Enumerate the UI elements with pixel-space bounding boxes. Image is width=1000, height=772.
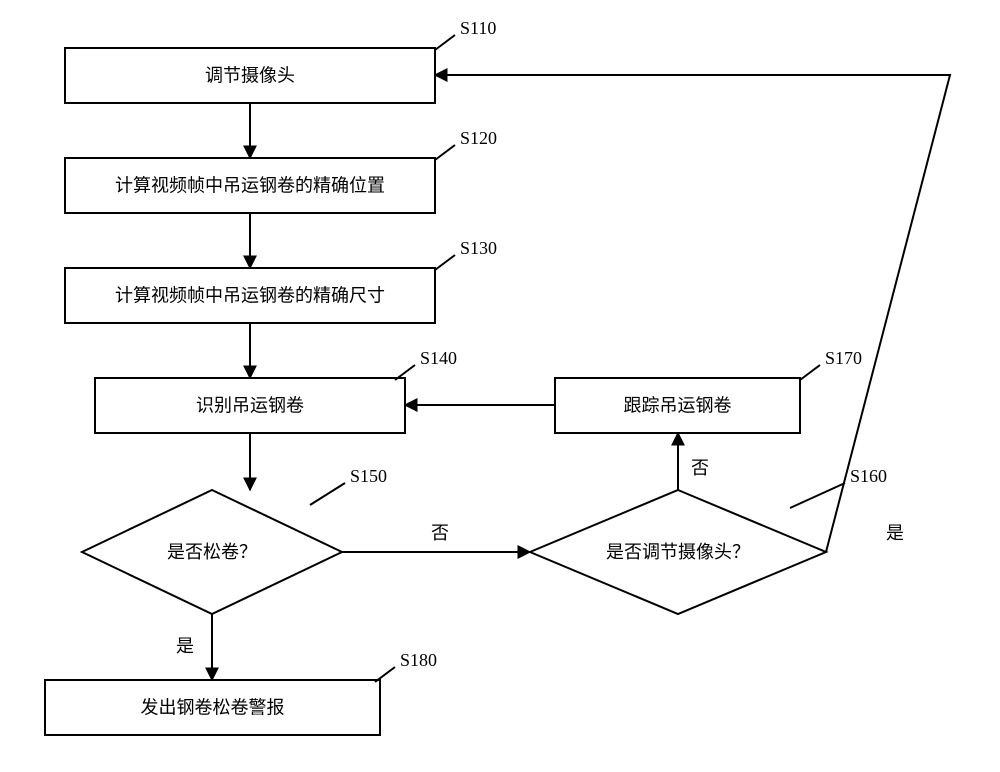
node-S150: 是否松卷？ S150 [82, 466, 387, 614]
svg-text:否: 否 [691, 458, 709, 478]
svg-text:跟踪吊运钢卷: 跟踪吊运钢卷 [624, 396, 732, 416]
svg-text:计算视频帧中吊运钢卷的精确尺寸: 计算视频帧中吊运钢卷的精确尺寸 [115, 286, 385, 306]
svg-text:计算视频帧中吊运钢卷的精确位置: 计算视频帧中吊运钢卷的精确位置 [115, 176, 385, 196]
node-S110: 调节摄像头 S110 [65, 18, 496, 103]
svg-text:S150: S150 [350, 466, 387, 486]
svg-text:S170: S170 [825, 348, 862, 368]
svg-text:S120: S120 [460, 128, 497, 148]
svg-text:识别吊运钢卷: 识别吊运钢卷 [196, 396, 304, 416]
svg-text:是: 是 [176, 636, 194, 656]
svg-text:否: 否 [431, 523, 449, 543]
svg-text:是: 是 [886, 523, 904, 543]
svg-text:S130: S130 [460, 238, 497, 258]
node-S140: 识别吊运钢卷 S140 [95, 348, 457, 433]
node-S180: 发出钢卷松卷警报 S180 [45, 650, 437, 735]
node-S130: 计算视频帧中吊运钢卷的精确尺寸 S130 [65, 238, 497, 323]
svg-text:调节摄像头: 调节摄像头 [205, 66, 295, 86]
node-S120: 计算视频帧中吊运钢卷的精确位置 S120 [65, 128, 497, 213]
flowchart: 是否否是调节摄像头S110计算视频帧中吊运钢卷的精确位置S120计算视频帧中吊运… [0, 0, 1000, 772]
svg-text:S180: S180 [400, 650, 437, 670]
svg-text:发出钢卷松卷警报: 发出钢卷松卷警报 [141, 698, 285, 718]
svg-text:是否调节摄像头？: 是否调节摄像头？ [606, 542, 750, 562]
svg-text:S140: S140 [420, 348, 457, 368]
node-S170: 跟踪吊运钢卷 S170 [555, 348, 862, 433]
svg-text:是否松卷？: 是否松卷？ [167, 542, 257, 562]
node-S160: 是否调节摄像头？ S160 [530, 466, 887, 614]
svg-text:S110: S110 [460, 18, 496, 38]
svg-text:S160: S160 [850, 466, 887, 486]
